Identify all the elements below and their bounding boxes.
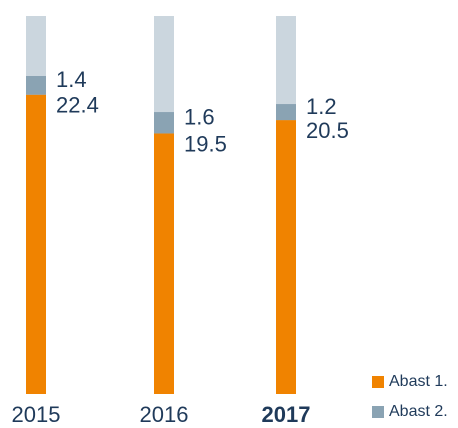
value-label: 20.5: [306, 118, 349, 143]
value-label: 1.6: [184, 105, 215, 130]
bar-segment: [154, 112, 174, 134]
value-label: 19.5: [184, 131, 227, 156]
bar-segment: [154, 133, 174, 394]
legend-swatch: [372, 406, 384, 418]
value-label: 1.2: [306, 94, 337, 119]
x-tick-label: 2017: [262, 402, 311, 427]
x-tick-label: 2015: [12, 402, 61, 427]
bar-segment: [276, 104, 296, 121]
value-label: 1.4: [56, 67, 87, 92]
legend-label: Abast 2.: [389, 403, 448, 420]
legend-swatch: [372, 376, 384, 388]
bar-segment: [276, 120, 296, 394]
value-label: 22.4: [56, 93, 99, 118]
bar-segment: [26, 94, 46, 395]
x-tick-label: 2016: [140, 402, 189, 427]
bar-segment: [26, 76, 46, 95]
legend-label: Abast 1.: [389, 373, 448, 390]
